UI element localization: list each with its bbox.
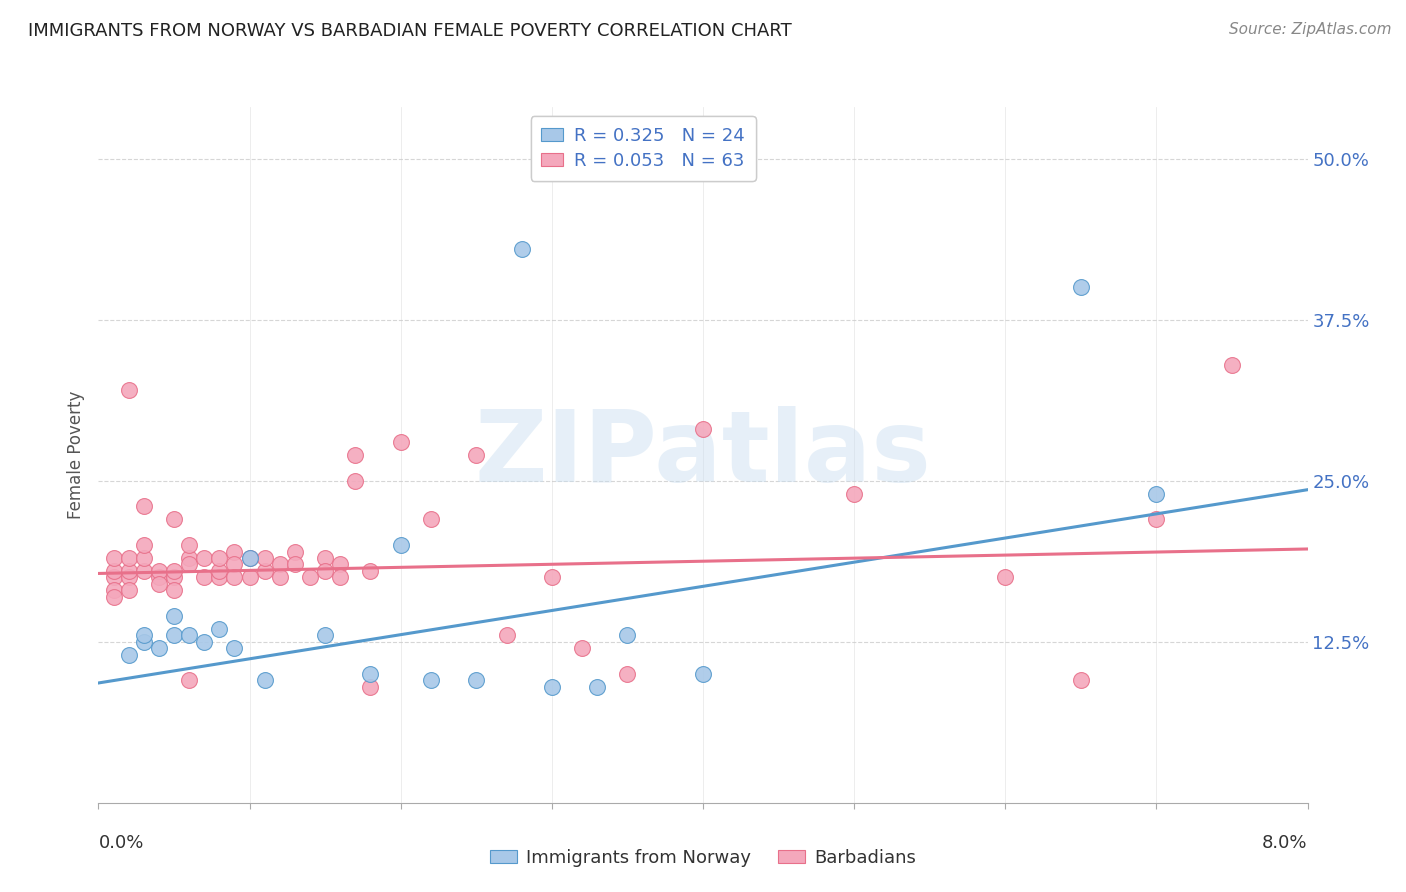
Point [118,648,141,662]
Point [103,590,125,604]
Point [208,622,231,636]
Point [360,564,382,578]
Text: IMMIGRANTS FROM NORWAY VS BARBADIAN FEMALE POVERTY CORRELATION CHART: IMMIGRANTS FROM NORWAY VS BARBADIAN FEMA… [28,22,792,40]
Point [329,570,352,584]
Point [344,474,367,488]
Point [179,558,201,572]
Point [314,564,336,578]
Point [284,558,307,572]
Point [179,538,201,552]
Point [208,551,231,566]
Point [389,435,412,450]
Text: Source: ZipAtlas.com: Source: ZipAtlas.com [1229,22,1392,37]
Point [132,564,155,578]
Point [132,500,155,514]
Point [118,583,141,598]
Point [132,551,155,566]
Point [420,512,443,526]
Point [269,570,291,584]
Point [465,673,488,688]
Point [239,551,262,566]
Point [118,570,141,584]
Point [994,570,1017,584]
Point [193,634,215,648]
Point [420,673,443,688]
Point [179,673,201,688]
Point [103,570,125,584]
Point [224,570,246,584]
Point [118,551,141,566]
Point [132,628,155,642]
Point [541,570,564,584]
Point [616,667,638,681]
Point [389,538,412,552]
Point [1220,358,1243,372]
Point [163,570,186,584]
Point [163,564,186,578]
Point [118,384,141,398]
Point [495,628,517,642]
Point [360,667,382,681]
Point [253,673,276,688]
Point [224,558,246,572]
Point [586,680,609,694]
Point [269,558,291,572]
Point [1070,673,1092,688]
Point [163,609,186,624]
Y-axis label: Female Poverty: Female Poverty [67,391,86,519]
Point [692,667,714,681]
Point [148,641,170,656]
Point [208,570,231,584]
Point [510,242,533,256]
Text: 8.0%: 8.0% [1263,834,1308,852]
Point [1146,486,1168,500]
Point [163,512,186,526]
Point [239,551,262,566]
Point [314,551,336,566]
Point [329,558,352,572]
Point [103,551,125,566]
Point [193,570,215,584]
Point [179,628,201,642]
Point [148,564,170,578]
Point [224,544,246,558]
Legend: R = 0.325   N = 24, R = 0.053   N = 63: R = 0.325 N = 24, R = 0.053 N = 63 [530,116,755,181]
Point [132,538,155,552]
Point [224,641,246,656]
Point [179,551,201,566]
Point [344,448,367,462]
Point [118,564,141,578]
Point [103,564,125,578]
Point [360,680,382,694]
Point [299,570,322,584]
Point [571,641,593,656]
Point [314,628,336,642]
Point [148,576,170,591]
Point [163,628,186,642]
Point [1070,280,1092,294]
Point [132,634,155,648]
Point [253,551,276,566]
Point [616,628,638,642]
Point [284,544,307,558]
Point [148,570,170,584]
Point [103,583,125,598]
Point [692,422,714,436]
Point [465,448,488,462]
Text: ZIPatlas: ZIPatlas [475,407,931,503]
Text: 0.0%: 0.0% [98,834,143,852]
Point [1146,512,1168,526]
Point [193,551,215,566]
Legend: Immigrants from Norway, Barbadians: Immigrants from Norway, Barbadians [482,842,924,874]
Point [844,486,866,500]
Point [239,570,262,584]
Point [163,583,186,598]
Point [253,564,276,578]
Point [208,564,231,578]
Point [541,680,564,694]
